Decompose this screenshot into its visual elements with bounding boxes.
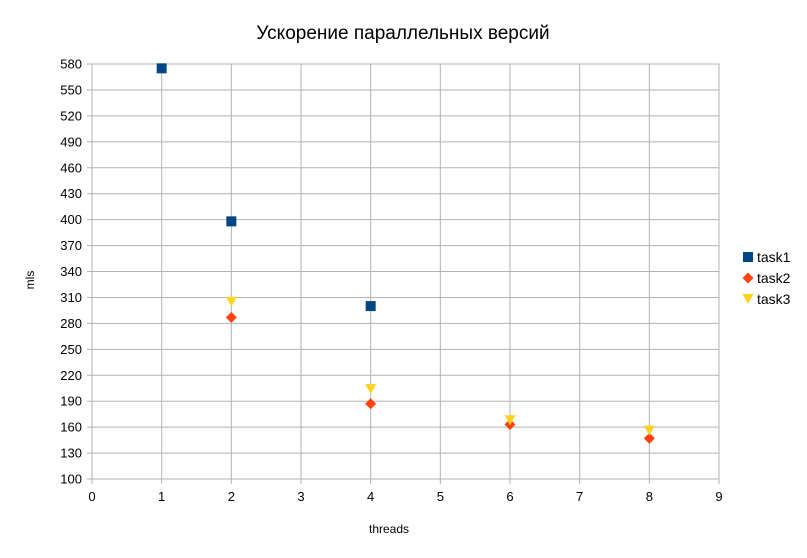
y-tick-label: 220 xyxy=(60,368,82,383)
y-tick-label: 460 xyxy=(60,160,82,175)
x-tick-label: 4 xyxy=(367,489,374,504)
y-tick-label: 370 xyxy=(60,238,82,253)
task2-point xyxy=(643,432,655,444)
task3-point xyxy=(504,415,516,426)
task2-legend-marker xyxy=(742,272,754,284)
legend-label-task1: task1 xyxy=(757,249,791,265)
y-tick-label: 130 xyxy=(60,446,82,461)
x-tick-label: 1 xyxy=(158,489,165,504)
y-tick-label: 520 xyxy=(60,108,82,123)
task2-point xyxy=(225,311,237,323)
y-tick-label: 280 xyxy=(60,316,82,331)
x-tick-label: 2 xyxy=(228,489,235,504)
y-tick-label: 160 xyxy=(60,420,82,435)
plot-border xyxy=(91,63,720,480)
legend: task1 task2 task3 xyxy=(742,249,791,307)
x-tick-label: 0 xyxy=(88,489,95,504)
x-tick-label: 7 xyxy=(576,489,583,504)
plot-area: 1001301601902202502803103403704004304604… xyxy=(60,57,722,505)
task3-point xyxy=(365,384,377,395)
chart-title: Ускорение параллельных версий xyxy=(256,23,549,44)
y-tick-label: 100 xyxy=(60,472,82,487)
task1-point xyxy=(156,63,167,74)
task1-point xyxy=(226,216,237,227)
y-axis-label: mls xyxy=(23,271,37,290)
y-tick-label: 550 xyxy=(60,82,82,97)
y-tick-label: 490 xyxy=(60,134,82,149)
y-tick-label: 400 xyxy=(60,212,82,227)
y-tick-label: 580 xyxy=(60,57,82,72)
legend-label-task2: task2 xyxy=(757,270,791,286)
task1-point xyxy=(365,301,376,312)
x-tick-label: 5 xyxy=(437,489,444,504)
y-tick-label: 340 xyxy=(60,264,82,279)
task3-point xyxy=(643,425,655,436)
task2-point xyxy=(365,398,377,410)
y-tick-label: 310 xyxy=(60,290,82,305)
x-tick-label: 6 xyxy=(506,489,513,504)
legend-label-task3: task3 xyxy=(757,291,791,307)
task3-point xyxy=(225,296,237,307)
task3-legend-marker xyxy=(742,294,754,304)
y-tick-label: 250 xyxy=(60,342,82,357)
x-tick-label: 9 xyxy=(715,489,722,504)
y-tick-label: 190 xyxy=(60,394,82,409)
x-tick-label: 3 xyxy=(297,489,304,504)
x-tick-label: 8 xyxy=(646,489,653,504)
task1-legend-marker xyxy=(743,252,753,262)
x-axis-label: threads xyxy=(369,522,409,536)
y-tick-label: 430 xyxy=(60,186,82,201)
